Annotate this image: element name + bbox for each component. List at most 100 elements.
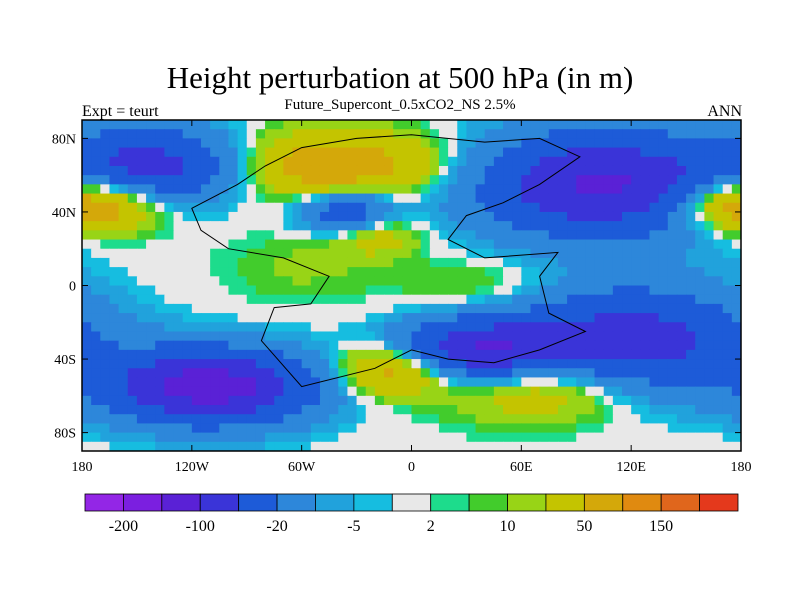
- field-cell: [640, 331, 650, 342]
- field-cell: [155, 377, 165, 388]
- field-cell: [393, 193, 403, 204]
- field-cell: [374, 165, 385, 176]
- field-cell: [301, 285, 312, 296]
- field-cell: [576, 211, 586, 222]
- field-cell: [594, 441, 605, 452]
- field-cell: [512, 147, 522, 158]
- field-cell: [622, 340, 632, 351]
- field-cell: [731, 349, 742, 360]
- field-cell: [411, 156, 422, 167]
- field-cell: [109, 285, 120, 296]
- field-cell: [402, 129, 412, 139]
- field-cell: [420, 303, 431, 314]
- field-cell: [237, 331, 248, 342]
- field-cell: [448, 368, 458, 378]
- field-cell: [402, 230, 412, 241]
- field-cell: [567, 368, 577, 378]
- field-cell: [503, 432, 513, 443]
- field-cell: [429, 147, 440, 158]
- field-cell: [704, 349, 715, 360]
- field-cell: [146, 120, 156, 130]
- field-cell: [228, 211, 239, 222]
- field-cell: [695, 120, 705, 130]
- field-cell: [686, 331, 696, 342]
- field-cell: [393, 239, 403, 250]
- field-cell: [448, 248, 458, 259]
- field-cell: [503, 395, 513, 406]
- field-cell: [393, 221, 403, 231]
- field-cell: [393, 285, 403, 296]
- field-cell: [448, 359, 458, 369]
- field-cell: [557, 303, 568, 314]
- field-cell: [274, 359, 284, 369]
- field-cell: [402, 414, 412, 424]
- field-cell: [265, 175, 275, 185]
- field-cell: [182, 120, 193, 130]
- field-cell: [182, 359, 193, 369]
- field-cell: [301, 276, 312, 286]
- field-cell: [173, 276, 184, 286]
- field-cell: [365, 248, 376, 259]
- field-cell: [603, 414, 614, 424]
- field-cell: [429, 386, 440, 397]
- field-cell: [704, 120, 715, 130]
- field-cell: [136, 147, 147, 158]
- field-cell: [438, 257, 449, 268]
- field-cell: [191, 432, 202, 443]
- field-cell: [347, 414, 358, 424]
- field-cell: [667, 239, 678, 250]
- field-cell: [521, 395, 531, 406]
- field-cell: [667, 230, 678, 241]
- field-cell: [521, 322, 531, 332]
- field-cell: [146, 285, 156, 296]
- field-cell: [420, 368, 431, 378]
- field-cell: [393, 423, 403, 434]
- field-cell: [512, 267, 522, 277]
- field-cell: [466, 303, 477, 314]
- field-cell: [448, 386, 458, 397]
- field-cell: [484, 257, 495, 268]
- field-cell: [200, 359, 211, 369]
- field-cell: [594, 156, 605, 167]
- field-cell: [658, 276, 669, 286]
- field-cell: [164, 120, 175, 130]
- field-cell: [457, 377, 467, 388]
- field-cell: [374, 313, 385, 323]
- field-cell: [319, 248, 330, 259]
- field-cell: [576, 257, 586, 268]
- field-cell: [640, 359, 650, 369]
- field-cell: [493, 359, 504, 369]
- field-cell: [493, 257, 504, 268]
- field-cell: [228, 423, 239, 434]
- field-cell: [567, 202, 577, 213]
- field-cell: [457, 340, 467, 351]
- field-cell: [457, 285, 467, 296]
- field-cell: [237, 138, 248, 149]
- field-cell: [567, 193, 577, 204]
- field-cell: [319, 441, 330, 452]
- field-cell: [310, 202, 321, 213]
- field-cell: [384, 313, 394, 323]
- field-cell: [603, 423, 614, 434]
- field-cell: [667, 377, 678, 388]
- field-cell: [466, 386, 477, 397]
- field-cell: [484, 175, 495, 185]
- field-cell: [118, 441, 129, 452]
- field-cell: [127, 202, 138, 213]
- field-cell: [713, 340, 724, 351]
- field-cell: [219, 313, 229, 323]
- field-cell: [301, 221, 312, 231]
- field-cell: [301, 313, 312, 323]
- field-cell: [704, 147, 715, 158]
- field-cell: [631, 138, 641, 149]
- field-cell: [82, 359, 92, 369]
- field-cell: [265, 395, 275, 406]
- field-cell: [676, 211, 687, 222]
- field-cell: [731, 395, 742, 406]
- field-cell: [667, 257, 678, 268]
- field-cell: [255, 156, 266, 167]
- field-cell: [219, 221, 229, 231]
- field-cell: [210, 285, 220, 296]
- field-cell: [631, 184, 641, 195]
- field-cell: [292, 175, 303, 185]
